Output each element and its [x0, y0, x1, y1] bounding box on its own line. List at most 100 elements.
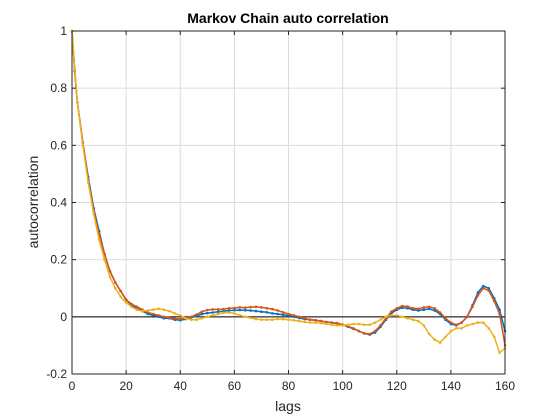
x-tick-label: 20 — [119, 379, 133, 393]
data-point — [281, 311, 285, 314]
data-point — [271, 318, 274, 322]
y-tick-label: 0.6 — [50, 138, 67, 152]
data-point — [335, 324, 339, 327]
data-point — [390, 310, 393, 314]
y-tick-label: 0 — [60, 310, 67, 324]
data-point — [211, 308, 214, 311]
x-tick-label: 0 — [69, 379, 76, 393]
data-point — [438, 341, 442, 344]
x-tick-label: 60 — [228, 379, 242, 393]
x-tick-label: 140 — [441, 379, 461, 393]
data-point — [449, 321, 453, 324]
data-point — [146, 309, 150, 312]
data-point — [498, 308, 501, 312]
y-tick-label: -0.2 — [46, 367, 67, 381]
data-point — [76, 101, 79, 104]
data-point — [254, 309, 258, 313]
data-point — [249, 316, 252, 320]
data-point — [86, 181, 90, 184]
data-point — [130, 305, 133, 309]
data-point — [195, 318, 198, 322]
data-point — [249, 309, 252, 312]
data-point — [406, 305, 409, 308]
x-tick-labels: 0 20 40 60 80 100 120 140 160 — [69, 379, 516, 393]
y-tick-label: 0.4 — [50, 196, 67, 210]
data-point — [390, 314, 393, 317]
data-point — [173, 312, 177, 315]
data-point — [400, 315, 404, 319]
data-point — [319, 321, 323, 325]
data-point — [422, 308, 426, 312]
data-point — [211, 311, 214, 314]
data-point — [124, 298, 128, 302]
x-tick-label: 160 — [495, 379, 515, 393]
data-point — [460, 321, 464, 324]
series-markers-3 — [70, 29, 507, 354]
x-axis-label: lags — [275, 398, 301, 414]
data-point — [422, 306, 426, 309]
data-point — [216, 310, 220, 314]
data-point — [476, 321, 480, 324]
data-point — [179, 314, 182, 317]
data-point — [465, 324, 469, 327]
data-point — [298, 315, 301, 319]
data-point — [363, 323, 366, 327]
data-point — [81, 144, 85, 147]
data-point — [222, 307, 225, 311]
data-point — [427, 307, 431, 311]
data-point — [238, 308, 242, 312]
data-point — [233, 306, 236, 310]
data-point — [314, 319, 317, 322]
data-point — [73, 66, 76, 70]
data-point — [200, 317, 204, 320]
data-point — [168, 309, 171, 313]
data-point — [335, 321, 339, 325]
data-point — [287, 318, 290, 322]
tick-marks — [71, 30, 506, 375]
data-point — [151, 312, 155, 316]
data-point — [308, 321, 312, 324]
data-point — [352, 327, 355, 330]
data-point — [135, 308, 139, 312]
data-point — [92, 212, 95, 216]
data-point — [476, 291, 480, 294]
data-point — [427, 305, 431, 309]
data-point — [227, 309, 231, 312]
data-point — [298, 319, 301, 323]
data-point — [427, 332, 431, 336]
series-lines — [70, 29, 507, 354]
data-point — [406, 307, 409, 310]
y-tick-label: 0.2 — [50, 253, 67, 267]
data-point — [243, 306, 247, 310]
data-point — [368, 332, 372, 336]
data-point — [411, 307, 415, 310]
data-point — [395, 307, 399, 310]
data-point — [227, 307, 231, 310]
data-point — [482, 321, 485, 324]
x-tick-label: 120 — [387, 379, 407, 393]
data-point — [254, 305, 258, 309]
data-point — [357, 322, 361, 326]
y-tick-labels: -0.2 0 0.2 0.4 0.6 0.8 1 — [46, 24, 67, 381]
data-point — [471, 305, 474, 309]
data-point — [498, 351, 501, 354]
data-point — [341, 324, 344, 327]
data-point — [141, 309, 144, 313]
data-point — [287, 312, 290, 316]
data-point — [476, 294, 480, 297]
data-point — [465, 315, 469, 319]
data-point — [276, 312, 280, 316]
data-point — [271, 307, 274, 311]
data-point — [222, 311, 225, 315]
x-tick-label: 80 — [282, 379, 296, 393]
data-point — [406, 317, 409, 320]
data-point — [379, 318, 382, 322]
data-point — [157, 314, 160, 317]
data-point — [243, 315, 247, 319]
data-point — [460, 327, 464, 330]
data-point — [227, 311, 231, 314]
data-point — [325, 322, 328, 326]
data-point — [384, 315, 388, 319]
data-point — [411, 318, 415, 322]
data-point — [243, 309, 247, 312]
